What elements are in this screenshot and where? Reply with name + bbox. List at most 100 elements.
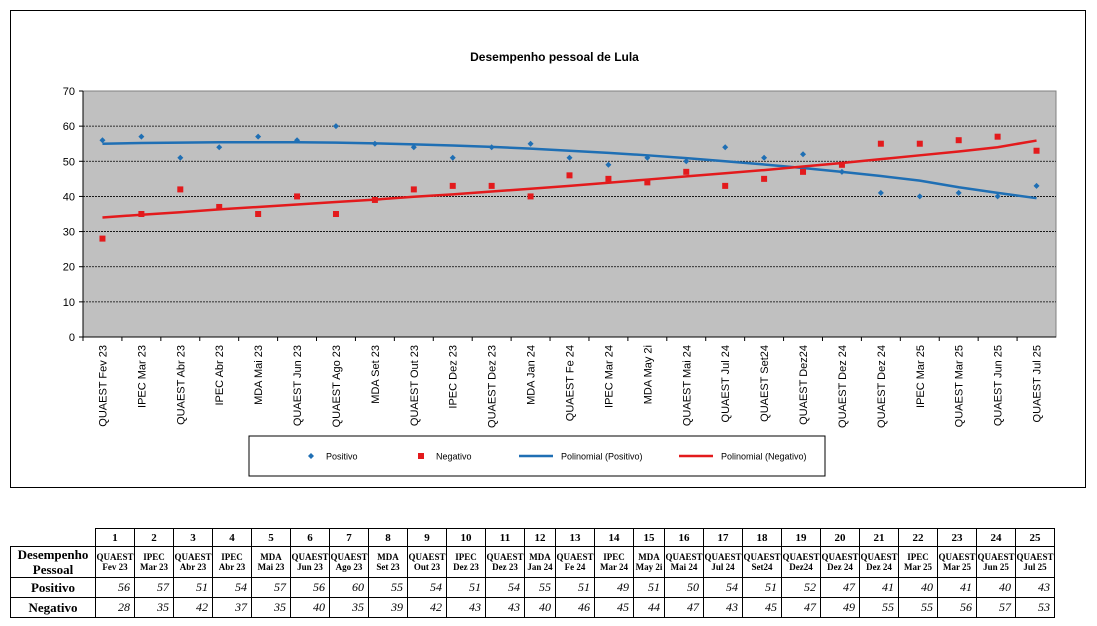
table-column-label: QUAEST Dez 24 bbox=[859, 546, 899, 578]
x-tick-label: QUAEST Dez 23 bbox=[487, 345, 499, 428]
x-tick-label: QUAEST Jul 24 bbox=[720, 345, 732, 422]
column-label-line: Jun 25 bbox=[983, 562, 1009, 572]
point-negativo bbox=[488, 182, 495, 189]
chart-title: Desempenho pessoal de Lula bbox=[470, 50, 639, 64]
column-label-line: MDA bbox=[260, 552, 282, 562]
table-cell-positivo: 51 bbox=[555, 577, 595, 598]
table-column-label: IPEC Dez 23 bbox=[446, 546, 486, 578]
table-column-label: IPEC Mar 23 bbox=[134, 546, 174, 578]
x-tick-label: IPEC Mar 24 bbox=[603, 345, 615, 408]
table-column-label: QUAEST Ago 23 bbox=[329, 546, 369, 578]
column-label-line: Set24 bbox=[751, 562, 773, 572]
column-label-line: QUAEST bbox=[743, 552, 781, 562]
table-column-number: 13 bbox=[555, 528, 595, 547]
table-column-number: 24 bbox=[976, 528, 1016, 547]
table-cell-negativo: 57 bbox=[976, 597, 1016, 618]
column-label-line: Mar 25 bbox=[942, 562, 972, 572]
chart-svg: Desempenho pessoal de Lula 0 10 20 30 40 50 60 7… bbox=[63, 50, 1057, 477]
legend-label: Polinomial (Negativo) bbox=[721, 452, 807, 462]
point-positivo bbox=[644, 154, 651, 161]
table-column-number: 17 bbox=[703, 528, 743, 547]
data-table-wrapper: 1 2 3 4 5 6 7 8 9 10 11 12 13 14 15 16 17 18 19 20 21 22 23 24 2… bbox=[10, 528, 1055, 618]
table-column-label: QUAEST Jul 24 bbox=[703, 546, 743, 578]
table-cell-negativo: 28 bbox=[95, 597, 135, 618]
point-negativo bbox=[566, 172, 573, 179]
point-negativo bbox=[994, 133, 1001, 140]
point-negativo bbox=[838, 161, 845, 168]
x-tick-label: MDA May 2i bbox=[642, 345, 654, 404]
point-positivo bbox=[332, 123, 339, 130]
column-label-line: QUAEST bbox=[486, 552, 524, 562]
table-cell-positivo: 56 bbox=[95, 577, 135, 598]
column-label-line: Mai 23 bbox=[257, 562, 285, 572]
table-row-numbers: 1 2 3 4 5 6 7 8 9 10 11 12 13 14 15 16 17 18 19 20 21 22 23 24 2… bbox=[11, 528, 1055, 547]
y-tick-label: 0 bbox=[69, 332, 75, 344]
chart-frame: Desempenho pessoal de Lula 0 10 20 30 40 50 60 7… bbox=[10, 10, 1086, 488]
point-positivo bbox=[371, 140, 378, 147]
point-negativo bbox=[877, 140, 884, 147]
x-tick-label: IPEC Mar 25 bbox=[915, 345, 927, 408]
legend-marker-positivo bbox=[308, 453, 314, 459]
column-label-line: Mar 23 bbox=[139, 562, 169, 572]
column-label-line: Jun 23 bbox=[297, 562, 323, 572]
table-column-label: MDA Jan 24 bbox=[524, 546, 556, 578]
table-column-number: 11 bbox=[485, 528, 525, 547]
column-label-line: MDA bbox=[638, 552, 660, 562]
data-table: 1 2 3 4 5 6 7 8 9 10 11 12 13 14 15 16 17 18 19 20 21 22 23 24 2… bbox=[10, 528, 1055, 618]
table-cell-negativo: 40 bbox=[290, 597, 330, 618]
header-label-line: Desempenho bbox=[17, 547, 89, 563]
table-cell-positivo: 56 bbox=[290, 577, 330, 598]
column-label-line: IPEC bbox=[143, 552, 165, 562]
table-cell-positivo: 40 bbox=[898, 577, 938, 598]
point-positivo bbox=[683, 158, 690, 165]
table-column-number: 22 bbox=[898, 528, 938, 547]
table-row-header-positivo: Positivo bbox=[10, 577, 96, 598]
y-tick-label: 20 bbox=[63, 262, 75, 274]
table-column-label: QUAEST Jul 25 bbox=[1015, 546, 1055, 578]
column-label-line: Out 23 bbox=[413, 562, 441, 572]
table-column-number: 15 bbox=[633, 528, 665, 547]
x-tick-label: QUAEST Jun 23 bbox=[292, 345, 304, 426]
column-label-line: QUAEST bbox=[821, 552, 859, 562]
table-column-number: 16 bbox=[664, 528, 704, 547]
column-label-line: MDA bbox=[377, 552, 399, 562]
point-negativo bbox=[683, 168, 690, 175]
point-negativo bbox=[410, 186, 417, 193]
table-cell-positivo: 52 bbox=[781, 577, 821, 598]
table-cell-positivo: 41 bbox=[859, 577, 899, 598]
point-positivo bbox=[177, 154, 184, 161]
column-label-line: Abr 23 bbox=[179, 562, 207, 572]
table-cell-negativo: 43 bbox=[446, 597, 486, 618]
table-column-number: 1 bbox=[95, 528, 135, 547]
table-row-labels: Desempenho Pessoal QUAEST Fev 23 IPEC Mar 23 Q… bbox=[10, 546, 1055, 578]
table-column-label: QUAEST Dez 24 bbox=[820, 546, 860, 578]
point-negativo bbox=[605, 175, 612, 182]
table-column-label: MDA Set 23 bbox=[368, 546, 408, 578]
column-label-line: Set 23 bbox=[376, 562, 400, 572]
table-column-label: QUAEST Dez24 bbox=[781, 546, 821, 578]
y-tick-label: 60 bbox=[63, 121, 75, 133]
table-cell-negativo: 56 bbox=[937, 597, 977, 618]
x-tick-label: MDA Jan 24 bbox=[526, 345, 538, 405]
table-cell-positivo: 54 bbox=[703, 577, 743, 598]
point-positivo bbox=[994, 193, 1001, 200]
point-negativo bbox=[761, 175, 768, 182]
legend-label: Positivo bbox=[326, 452, 358, 462]
table-cell-negativo: 55 bbox=[859, 597, 899, 618]
table-column-label: IPEC Abr 23 bbox=[212, 546, 252, 578]
x-tick-label: QUAEST Mar 25 bbox=[954, 345, 966, 427]
x-tick-label: IPEC Dez 23 bbox=[448, 345, 460, 409]
y-tick-label: 50 bbox=[63, 156, 75, 168]
x-tick-label: QUAEST Fev 23 bbox=[97, 345, 109, 427]
point-negativo bbox=[449, 182, 456, 189]
point-positivo bbox=[800, 151, 807, 158]
column-label-line: QUAEST bbox=[938, 552, 976, 562]
table-cell-negativo: 43 bbox=[485, 597, 525, 618]
column-label-line: Dez 24 bbox=[827, 562, 853, 572]
table-column-number: 23 bbox=[937, 528, 977, 547]
x-tick-label: QUAEST Dez 24 bbox=[837, 345, 849, 428]
point-positivo bbox=[566, 154, 573, 161]
column-label-line: Mar 24 bbox=[599, 562, 629, 572]
point-positivo bbox=[99, 137, 106, 144]
table-cell-negativo: 40 bbox=[524, 597, 556, 618]
